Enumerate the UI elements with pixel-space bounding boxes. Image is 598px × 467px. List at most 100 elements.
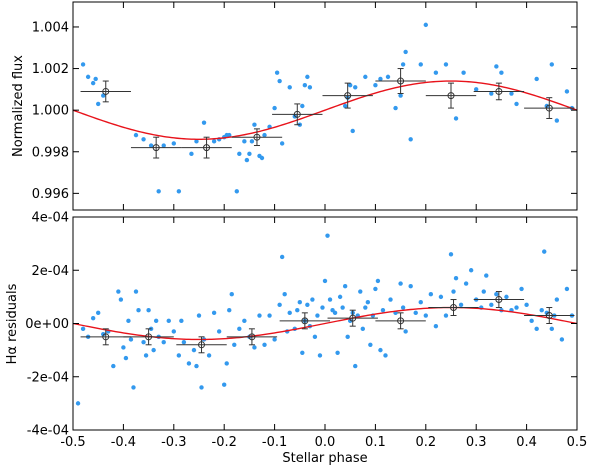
bottom-data-point [408, 284, 413, 289]
bottom-data-point [423, 313, 428, 318]
top-data-point [489, 91, 494, 96]
bottom-data-point [340, 305, 345, 310]
top-data-point [189, 151, 194, 157]
bottom-data-point [211, 310, 217, 316]
bottom-data-point [232, 342, 237, 347]
top-data-point [400, 62, 406, 67]
bottom-binned-point [349, 314, 357, 322]
bottom-y-tick-label: 4e-04 [31, 211, 69, 226]
bottom-binned-point [198, 341, 206, 349]
bottom-data-point [252, 345, 257, 350]
bottom-data-point [337, 294, 343, 300]
bottom-data-point [327, 297, 333, 302]
top-binned-point [293, 110, 301, 118]
top-data-point [242, 139, 247, 144]
bottom-data-point [118, 297, 124, 302]
bottom-data-point [365, 300, 371, 305]
bottom-data-point [325, 233, 330, 238]
top-data-point [176, 189, 182, 194]
bottom-data-point [80, 326, 86, 332]
bottom-data-point [542, 249, 547, 254]
bottom-data-point [335, 350, 340, 355]
x-tick-label: 0.1 [365, 435, 386, 450]
bottom-data-point [433, 323, 439, 329]
bottom-data-point [146, 307, 151, 313]
bottom-data-point [453, 276, 459, 281]
top-data-point [305, 74, 310, 80]
bottom-data-point [358, 289, 363, 294]
bottom-model-curve [72, 306, 578, 341]
bottom-data-point [383, 353, 388, 358]
x-tick-label: -0.4 [111, 435, 136, 450]
top-data-point [237, 151, 242, 157]
bottom-data-point [448, 252, 454, 257]
top-data-point [554, 118, 560, 123]
top-data-point [443, 62, 449, 67]
bottom-data-point [458, 302, 464, 308]
bottom-data-point [131, 385, 136, 390]
bottom-data-point [179, 318, 184, 324]
x-tick-label: 0.5 [567, 435, 588, 450]
top-data-point [156, 189, 161, 194]
bottom-data-point [315, 313, 320, 318]
top-binned-point [447, 92, 455, 100]
bottom-data-point [443, 313, 449, 318]
bottom-data-point [484, 273, 489, 278]
x-tick-label: 0.4 [516, 435, 537, 450]
bottom-data-point [161, 339, 166, 345]
top-data-point [279, 141, 285, 146]
top-y-tick-label: 1.000 [32, 104, 69, 119]
bottom-data-point [267, 313, 272, 318]
bottom-data-point [554, 297, 560, 302]
top-data-point [307, 85, 313, 90]
bottom-data-point [524, 302, 529, 308]
top-data-point [93, 76, 98, 82]
top-data-point [96, 101, 101, 107]
bottom-data-point [143, 353, 149, 358]
bottom-binned-point [145, 333, 153, 341]
bottom-data-point [287, 310, 292, 316]
bottom-binned-point [545, 312, 553, 320]
bottom-data-point [90, 315, 96, 321]
bottom-data-point [272, 337, 277, 342]
bottom-data-point [380, 307, 386, 313]
bottom-data-point [96, 310, 101, 316]
bottom-data-point [519, 286, 524, 292]
top-data-point [148, 143, 154, 148]
bottom-data-point [312, 334, 318, 340]
bottom-data-point [403, 329, 408, 334]
bottom-data-point [332, 310, 338, 316]
top-data-point [211, 139, 217, 144]
top-data-point [141, 137, 146, 142]
top-y-tick-label: 1.004 [32, 20, 69, 35]
top-binned-point [203, 144, 211, 152]
bottom-data-point [136, 307, 141, 313]
bottom-y-tick-label: -2e-04 [27, 370, 69, 385]
bottom-data-point [151, 347, 156, 353]
bottom-data-point [133, 289, 139, 294]
top-data-point [342, 103, 348, 109]
top-binned-point [102, 87, 110, 95]
top-data-point [499, 70, 504, 75]
top-data-point [348, 83, 353, 88]
top-binned-point [344, 92, 352, 100]
top-binned-point [397, 77, 405, 85]
x-tick-label: 0.3 [466, 435, 487, 450]
bottom-data-point [529, 318, 534, 324]
bottom-data-point [257, 313, 262, 318]
bottom-data-point [481, 289, 486, 294]
bottom-data-point [194, 363, 199, 369]
bottom-data-point [171, 329, 176, 334]
bottom-data-point [539, 307, 544, 313]
bottom-data-point [199, 385, 204, 390]
bottom-data-point [181, 339, 187, 345]
bottom-data-point [400, 305, 406, 310]
top-data-point [201, 120, 207, 125]
bottom-data-point [262, 342, 267, 347]
top-model-curve [72, 80, 578, 140]
bottom-data-point [463, 281, 469, 286]
top-data-point [227, 132, 232, 138]
top-data-point [408, 137, 413, 142]
bottom-data-point [438, 294, 444, 300]
top-data-point [353, 85, 358, 90]
